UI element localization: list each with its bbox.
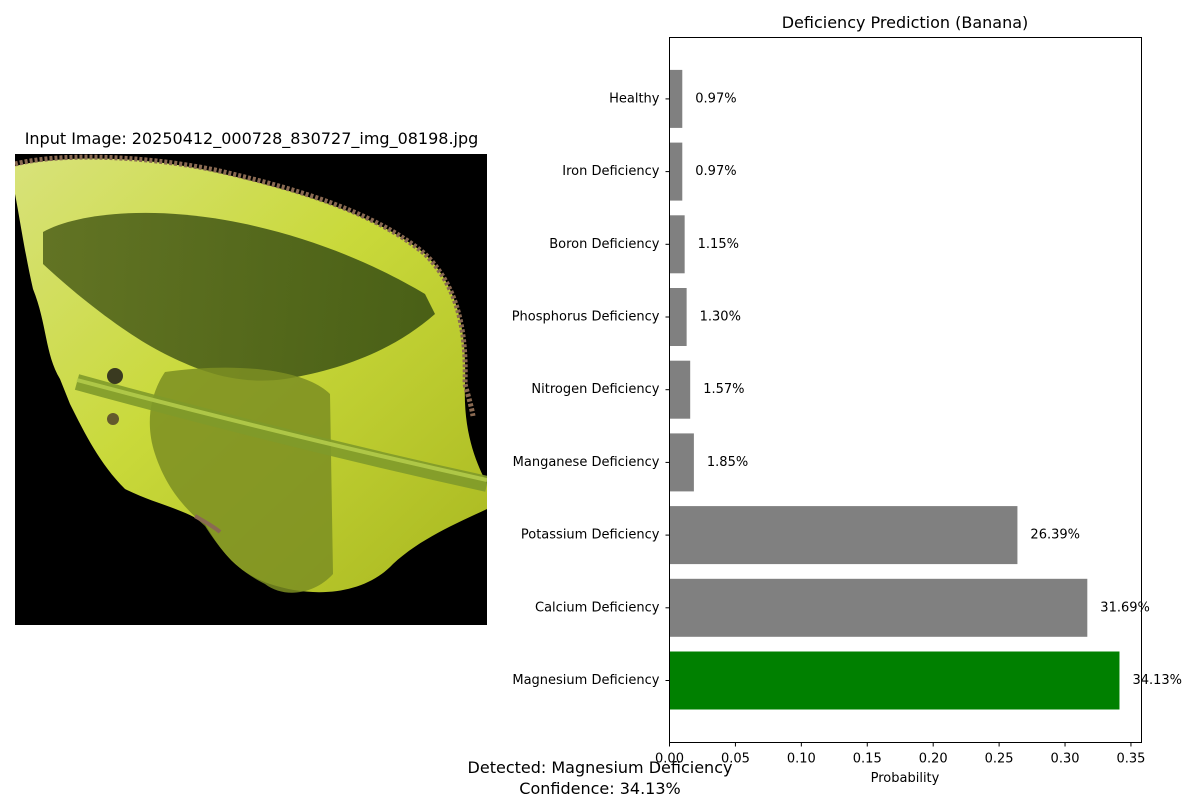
bar-value-label: 0.97% — [695, 91, 736, 106]
confidence-text: Confidence: 34.13% — [519, 779, 681, 798]
chart-title: Deficiency Prediction (Banana) — [782, 13, 1029, 32]
y-tick-label: Boron Deficiency — [549, 237, 660, 252]
axis-layer: Magnesium Deficiency Calcium Deficiency Po… — [512, 91, 1146, 766]
bar — [669, 288, 687, 346]
bar-value-label: 26.39% — [1030, 528, 1080, 543]
y-tick-label: Potassium Deficiency — [521, 528, 660, 543]
leaf-image — [15, 154, 487, 625]
y-tick-label: Iron Deficiency — [562, 164, 660, 179]
y-tick-label: Phosphorus Deficiency — [512, 310, 660, 325]
x-tick-label: 0.25 — [985, 752, 1014, 767]
banana-leaf-illustration — [15, 154, 487, 625]
detected-result-text: Detected: Magnesium Deficiency — [467, 758, 733, 777]
x-tick-label: 0.15 — [853, 752, 882, 767]
bar — [669, 360, 691, 419]
bar-value-label: 1.85% — [707, 455, 748, 470]
bar-value-label: 1.57% — [703, 382, 744, 397]
y-tick-label: Nitrogen Deficiency — [531, 382, 659, 397]
x-tick-label: 0.10 — [787, 752, 816, 767]
x-axis-label: Probability — [871, 771, 940, 786]
bar — [669, 433, 694, 492]
bars-layer: 34.13% 31.69% 26.39% 1.85% 1.57% 1.30% 1.15% 0.… — [669, 69, 1182, 710]
y-tick-label: Healthy — [609, 91, 660, 106]
bar — [669, 651, 1120, 710]
bar-value-label: 1.30% — [700, 310, 741, 325]
y-tick-label: Magnesium Deficiency — [512, 673, 659, 688]
bar-value-label: 0.97% — [695, 164, 736, 179]
input-image-title: Input Image: 20250412_000728_830727_img_… — [24, 129, 479, 148]
bar — [669, 506, 1018, 565]
x-tick-label: 0.30 — [1051, 752, 1080, 767]
bar-value-label: 1.15% — [698, 237, 739, 252]
bar — [669, 142, 683, 201]
bar-value-label: 31.69% — [1100, 600, 1150, 615]
y-tick-label: Calcium Deficiency — [535, 600, 660, 615]
bar — [669, 215, 685, 274]
x-tick-label: 0.20 — [919, 752, 948, 767]
x-tick-label: 0.35 — [1116, 752, 1145, 767]
x-tick-label: 0.05 — [721, 752, 750, 767]
bar — [669, 69, 683, 128]
bar-value-label: 34.13% — [1132, 673, 1182, 688]
bar — [669, 578, 1088, 637]
y-tick-label: Manganese Deficiency — [513, 455, 660, 470]
x-tick-label: 0.00 — [655, 752, 684, 767]
